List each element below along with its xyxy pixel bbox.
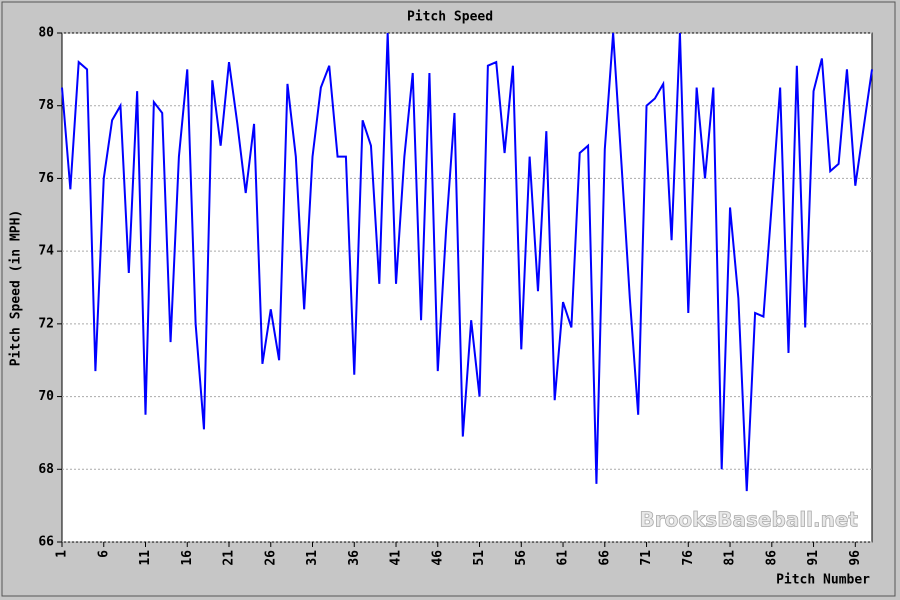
x-tick-label: 31 [305,550,320,566]
x-tick-label: 26 [263,550,278,566]
data-line [61,32,873,492]
y-tick-label: 78 [38,98,54,113]
x-tick-label: 16 [180,550,195,566]
y-tick-label: 76 [38,171,54,186]
x-tick-label: 41 [389,550,404,566]
x-axis-label: Pitch Number [776,573,870,588]
x-tick-label: 96 [848,550,863,566]
x-tick-label: 46 [430,550,445,566]
x-tick-label: 66 [597,550,612,566]
x-tick-label: 81 [723,550,738,566]
y-tick-label: 74 [38,244,54,259]
x-tick-label: 51 [472,550,487,566]
y-tick-label: 72 [38,316,54,331]
y-tick-label: 80 [38,26,54,41]
x-tick-label: 91 [806,550,821,566]
x-tick-label: 21 [222,550,237,566]
y-tick-label: 70 [38,389,54,404]
x-tick-label: 71 [639,550,654,566]
y-tick-label: 66 [38,535,54,550]
x-tick-label: 76 [681,550,696,566]
x-tick-label: 1 [55,550,70,558]
x-tick-label: 36 [347,550,362,566]
y-tick-label: 68 [38,462,54,477]
x-tick-label: 56 [514,550,529,566]
x-tick-label: 6 [96,550,111,558]
y-axis-label: Pitch Speed (in MPH) [9,210,24,367]
chart-title: Pitch Speed [407,10,493,25]
x-tick-label: 11 [138,550,153,566]
watermark: BrooksBaseball.net [640,508,859,532]
x-tick-label: 86 [764,550,779,566]
x-tick-label: 61 [556,550,571,566]
